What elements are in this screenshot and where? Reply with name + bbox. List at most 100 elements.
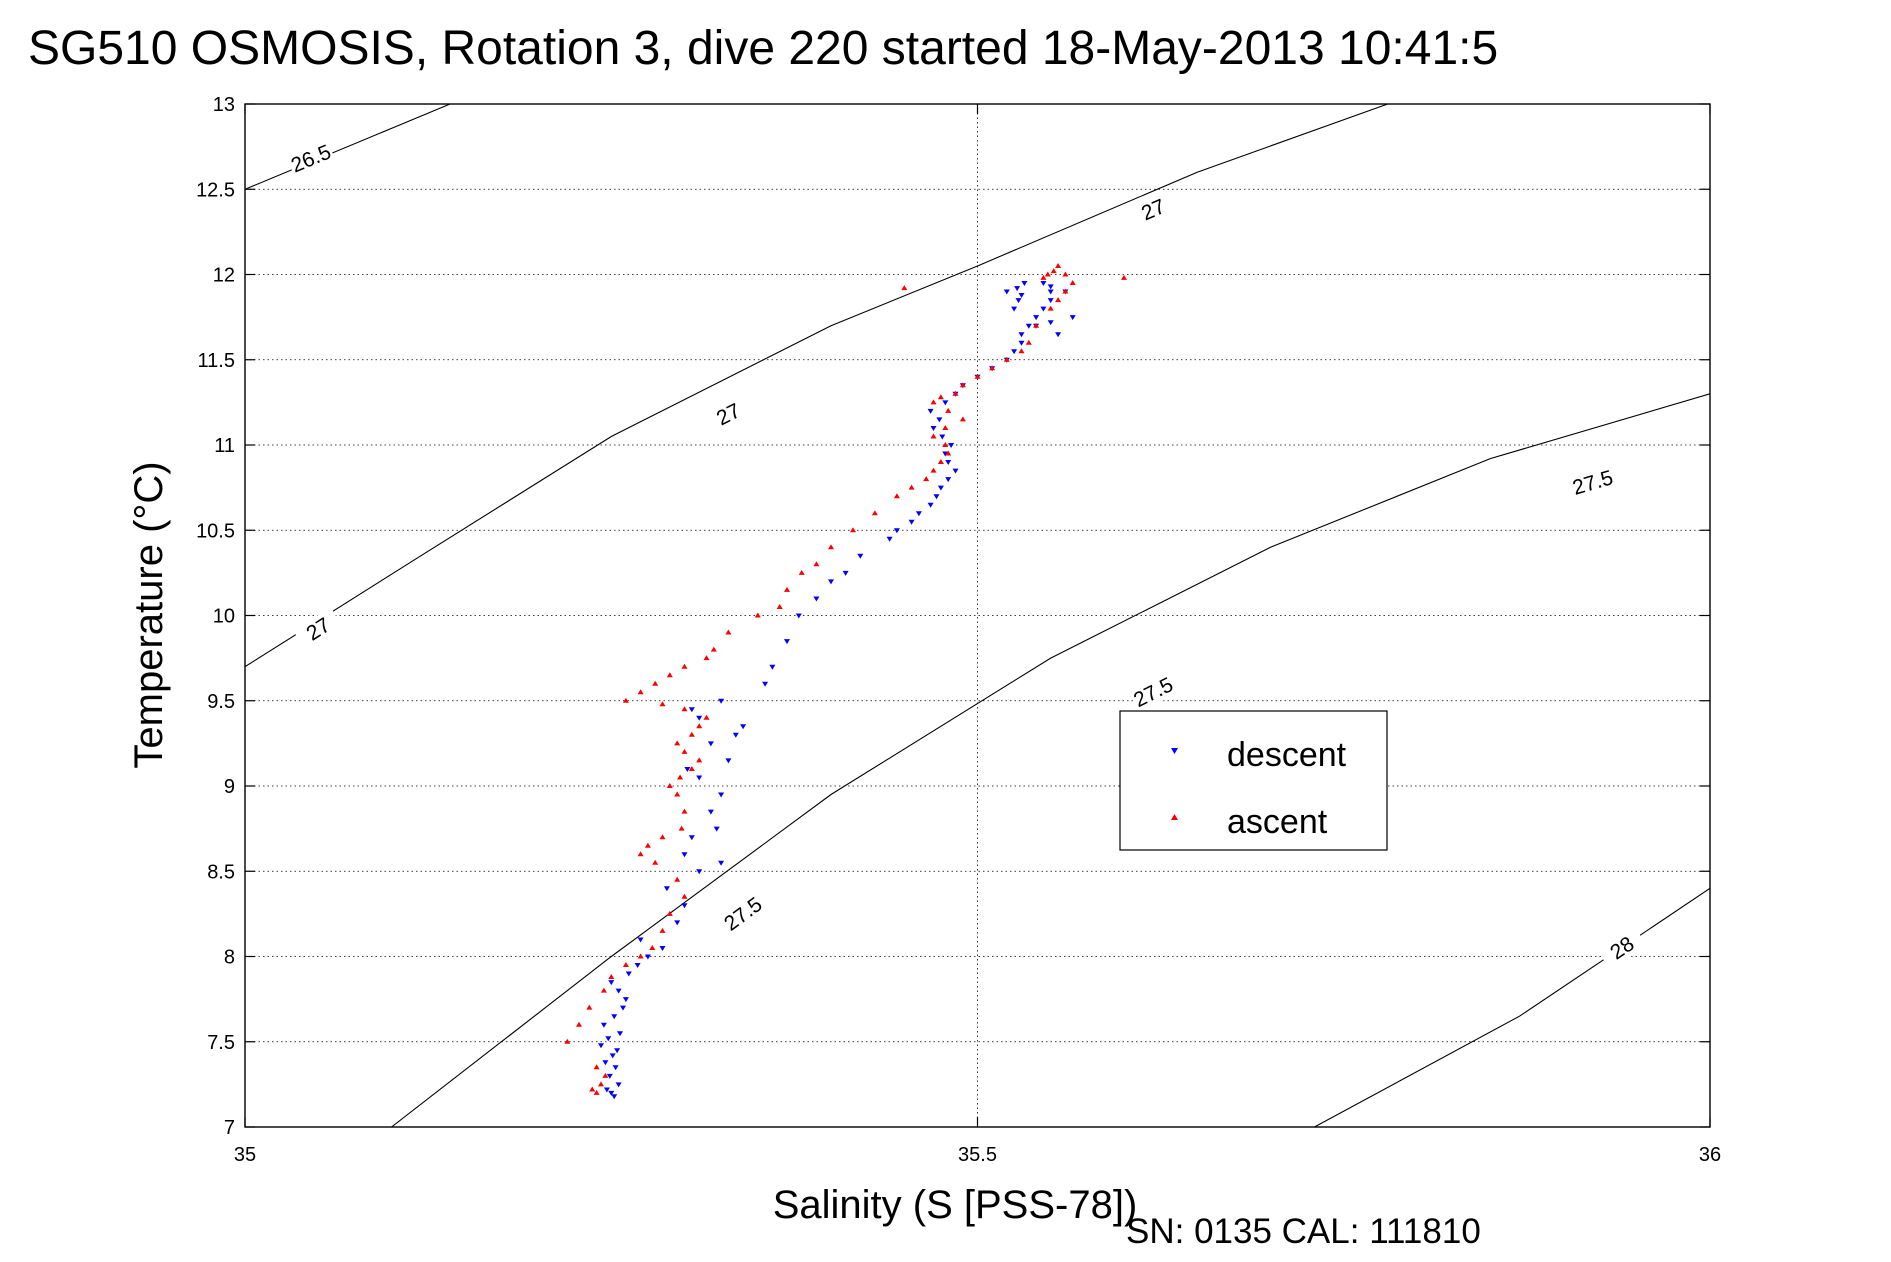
ascent-point <box>1047 305 1054 311</box>
descent-point <box>939 434 946 440</box>
descent-point <box>813 596 820 602</box>
descent-point <box>936 417 943 423</box>
descent-point <box>1040 306 1047 312</box>
y-tick-label: 9.5 <box>207 691 235 713</box>
descent-point <box>598 1043 604 1049</box>
descent-point <box>617 1031 623 1037</box>
y-axis-label: Temperature (°C) <box>127 461 171 768</box>
ascent-point <box>828 544 834 550</box>
descent-point <box>681 852 688 858</box>
series-descent <box>598 281 1076 1100</box>
descent-point <box>611 1094 618 1100</box>
descent-point <box>952 468 959 474</box>
descent-point <box>625 971 632 977</box>
descent-point <box>634 963 641 968</box>
descent-point <box>614 1048 621 1054</box>
descent-point <box>718 698 725 704</box>
isopycnal-line-27-5 <box>391 393 1710 1127</box>
isopycnal-label-bg <box>703 393 754 435</box>
descent-point <box>696 869 703 875</box>
y-tick-label: 12 <box>213 265 235 287</box>
descent-point <box>684 767 691 772</box>
grid-lines <box>245 104 1710 1127</box>
x-axis-ticks: 35 35.5 36 <box>234 104 1721 1166</box>
ascent-point <box>1033 322 1040 328</box>
descent-point <box>1003 289 1010 295</box>
legend-marker-ascent <box>1171 814 1178 820</box>
descent-point <box>927 502 934 508</box>
descent-point <box>718 792 725 798</box>
ascent-point <box>652 680 659 686</box>
descent-point <box>718 860 725 866</box>
descent-point <box>942 451 949 457</box>
y-tick-label: 8 <box>224 947 235 969</box>
isopycnal-label-bg <box>293 607 344 652</box>
descent-point <box>696 715 703 721</box>
descent-point <box>696 775 703 781</box>
chart-title: SG510 OSMOSIS, Rotation 3, dive 220 star… <box>28 22 1498 75</box>
ascent-point <box>608 974 615 979</box>
ascent-point <box>703 714 710 720</box>
ascent-point <box>637 851 644 857</box>
ascent-point <box>600 987 607 993</box>
descent-point <box>688 707 695 713</box>
ascent-point <box>1062 271 1069 277</box>
isopycnal-line-28 <box>1314 887 1710 1127</box>
ascent-point <box>1062 288 1069 294</box>
ascent-point <box>593 1089 600 1095</box>
ascent-point <box>942 425 949 430</box>
ascent-point <box>703 655 710 661</box>
descent-point <box>908 519 915 525</box>
descent-point <box>1033 315 1040 321</box>
ascent-point <box>652 859 659 865</box>
descent-point <box>615 1082 622 1088</box>
ascent-point <box>974 373 981 379</box>
ascent-point <box>622 962 629 967</box>
y-tick-label: 10.5 <box>196 520 235 542</box>
x-tick-label: 35.5 <box>958 1144 997 1166</box>
descent-point <box>933 494 940 500</box>
ascent-point <box>1069 280 1076 285</box>
footer-serial-calibration: SN: 0135 CAL: 111810 <box>1126 1212 1481 1251</box>
ascent-point <box>589 1086 596 1092</box>
x-tick-label: 35 <box>234 1144 256 1166</box>
descent-point <box>620 1005 626 1011</box>
descent-point <box>1011 349 1018 355</box>
descent-point <box>611 1014 618 1020</box>
ascent-point <box>666 672 673 678</box>
ascent-point <box>930 399 937 405</box>
descent-point <box>1018 293 1025 298</box>
ascent-point <box>945 407 952 413</box>
ascent-point <box>1040 274 1047 280</box>
descent-point <box>740 724 747 730</box>
ascent-point <box>942 442 949 447</box>
descent-point <box>1025 323 1032 329</box>
descent-point <box>915 511 922 517</box>
ascent-point <box>937 459 944 464</box>
y-tick-label: 12.5 <box>196 179 235 201</box>
ascent-point <box>659 701 666 707</box>
ascent-point <box>952 390 959 396</box>
y-tick-label: 10 <box>213 606 235 628</box>
descent-point <box>1011 306 1018 312</box>
ascent-point <box>1025 339 1032 345</box>
descent-point <box>600 1022 607 1028</box>
descent-point <box>608 980 615 986</box>
ascent-point <box>710 646 717 652</box>
descent-point <box>605 1036 612 1042</box>
descent-point <box>1018 340 1025 346</box>
descent-point <box>930 426 937 431</box>
ascent-point <box>637 953 644 959</box>
ascent-point <box>681 748 688 754</box>
descent-point <box>663 886 670 892</box>
ascent-point <box>674 876 681 882</box>
descent-point <box>725 758 732 764</box>
ascent-point <box>622 697 629 703</box>
ascent-point <box>945 450 952 456</box>
descent-point <box>659 946 666 951</box>
descent-point <box>842 570 849 576</box>
ascent-point <box>674 791 681 797</box>
y-tick-label: 13 <box>213 94 235 116</box>
